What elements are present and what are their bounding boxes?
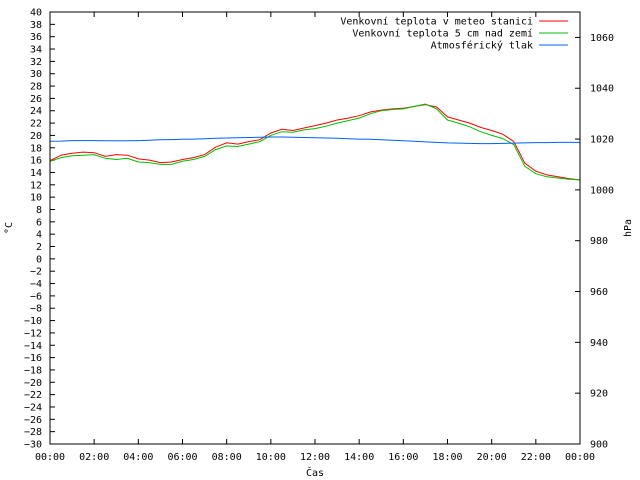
y-tick-label: 4 (36, 230, 42, 241)
y-tick-label: 14 (30, 168, 42, 179)
y2-tick-label: 960 (590, 287, 608, 298)
y-tick-label: 10 (30, 193, 42, 204)
y-tick-label: 20 (30, 131, 42, 142)
y-tick-label: −20 (24, 378, 42, 389)
x-tick-label: 16:00 (388, 452, 418, 463)
x-tick-label: 12:00 (300, 452, 330, 463)
y-tick-label: 38 (30, 20, 42, 31)
y2-tick-label: 1000 (590, 185, 614, 196)
legend-label: Venkovní teplota v meteo stanici (340, 16, 533, 28)
x-tick-label: 14:00 (344, 452, 374, 463)
y-tick-label: 16 (30, 156, 42, 167)
y-tick-label: 36 (30, 32, 42, 43)
y-tick-label: −16 (24, 353, 42, 364)
y2-tick-label: 920 (590, 389, 608, 400)
y2-tick-label: 940 (590, 338, 608, 349)
legend-label: Atmosférický tlak (431, 40, 533, 52)
y-tick-label: 30 (30, 69, 42, 80)
y-tick-label: −28 (24, 427, 42, 438)
y-tick-label: −24 (24, 402, 42, 413)
y2-tick-label: 980 (590, 236, 608, 247)
y-tick-label: −14 (24, 341, 42, 352)
x-tick-label: 18:00 (432, 452, 462, 463)
plot-frame (49, 11, 581, 445)
x-tick-label: 02:00 (79, 452, 109, 463)
y2-tick-label: 1020 (590, 135, 614, 146)
x-tick-label: 06:00 (167, 452, 197, 463)
y2-tick-label: 1060 (590, 33, 614, 44)
y2-tick-label: 900 (590, 440, 608, 451)
y-tick-label: −22 (24, 390, 42, 401)
x-tick-label: 20:00 (477, 452, 507, 463)
y-tick-label: 12 (30, 180, 42, 191)
y-tick-label: −8 (30, 304, 42, 315)
x-tick-label: 08:00 (212, 452, 242, 463)
y-tick-label: −6 (30, 291, 42, 302)
y-tick-label: 2 (36, 242, 42, 253)
y-tick-label: −10 (24, 316, 42, 327)
y-tick-label: −26 (24, 415, 42, 426)
x-tick-label: 00:00 (565, 452, 595, 463)
series-line (49, 104, 581, 181)
x-tick-label: 00:00 (35, 452, 65, 463)
y-tick-label: 24 (30, 106, 42, 117)
y-tick-label: 0 (36, 254, 42, 265)
y-tick-label: 28 (30, 82, 42, 93)
series-line (49, 136, 580, 145)
legend: Venkovní teplota v meteo staniciVenkovní… (340, 16, 568, 52)
x-axis-label: Čas (306, 466, 324, 479)
y-tick-label: 22 (30, 119, 42, 130)
y-tick-label: −4 (30, 279, 42, 290)
axis-ticks: −30−28−26−24−22−20−18−16−14−12−10−8−6−4−… (24, 8, 614, 464)
y-tick-label: −30 (24, 440, 42, 451)
y-tick-label: 18 (30, 143, 42, 154)
y-tick-label: 40 (30, 8, 42, 19)
y-tick-label: −2 (30, 267, 42, 278)
y-tick-label: 26 (30, 94, 42, 105)
x-tick-label: 04:00 (123, 452, 153, 463)
y-tick-label: −18 (24, 365, 42, 376)
y-tick-label: 8 (36, 205, 42, 216)
y-axis-label: °C (4, 222, 15, 234)
x-tick-label: 22:00 (521, 452, 551, 463)
y-tick-label: −12 (24, 328, 42, 339)
series-lines (49, 103, 581, 181)
legend-label: Venkovní teplota 5 cm nad zemí (352, 28, 533, 40)
y2-tick-label: 1040 (590, 84, 614, 95)
y-tick-label: 34 (30, 45, 42, 56)
y-tick-label: 32 (30, 57, 42, 68)
x-tick-label: 10:00 (256, 452, 286, 463)
y-tick-label: 6 (36, 217, 42, 228)
series-line (49, 103, 581, 181)
y2-axis-label: hPa (623, 219, 634, 237)
